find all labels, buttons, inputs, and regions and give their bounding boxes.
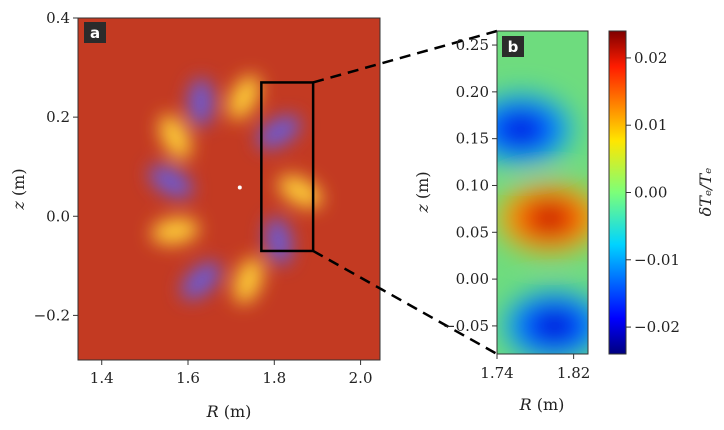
- panel-b-y-tick-label: 0.00: [456, 270, 489, 288]
- panel-b-y-axis-label: z (m): [413, 171, 432, 213]
- panel-b-temperature-field: [497, 95, 588, 354]
- panel-a-y-ticks: −0.2 0.0 0.2 0.4: [34, 9, 78, 324]
- panel-a-plot-area: [78, 18, 380, 360]
- panel-a-y-tick-label: 0.4: [46, 9, 70, 27]
- colorbar-gradient: [608, 30, 627, 355]
- panel-a-y-tick-label: 0.2: [46, 108, 70, 126]
- panel-b-blob-core: [540, 315, 569, 336]
- colorbar-tick-label: 0.01: [634, 116, 667, 134]
- panel-a-x-tick-label: 1.8: [262, 369, 286, 387]
- panel-b-x-ticks: 1.74 1.82: [480, 354, 590, 382]
- panel-b-y-tick-label: 0.10: [456, 176, 489, 194]
- panel-b: 1.74 1.82 −0.05 0.00 0.05 0.10 0.15 0.20 0.25 R…: [413, 30, 590, 414]
- colorbar-tick-label: −0.02: [634, 318, 680, 336]
- panel-a-x-tick-label: 2.0: [349, 369, 373, 387]
- panel-a: 1.4 1.6 1.8 2.0 −0.2 0.0 0.2 0.4 R (m) z (m) a: [9, 9, 381, 421]
- panel-a-x-axis-label: R (m): [206, 402, 252, 421]
- panel-a-y-tick-label: 0.0: [46, 207, 70, 225]
- magnetic-axis-marker: [237, 185, 242, 190]
- colorbar-tick-label: −0.01: [634, 251, 680, 269]
- panel-a-temperature-field: [148, 75, 323, 304]
- colorbar-tick-label: 0.02: [634, 49, 667, 67]
- panel-a-blob: [265, 217, 293, 265]
- panel-a-x-ticks: 1.4 1.6 1.8 2.0: [90, 360, 373, 387]
- panel-a-blob: [256, 115, 301, 149]
- panel-b-y-ticks: −0.05 0.00 0.05 0.10 0.15 0.20 0.25: [443, 36, 497, 335]
- colorbar-ticks: −0.02 −0.01 0.00 0.01 0.02: [626, 49, 680, 336]
- panel-b-x-tick-label: 1.82: [557, 364, 590, 382]
- panel-a-blob: [151, 217, 199, 245]
- colorbar-tick-label: 0.00: [634, 184, 667, 202]
- panel-b-label: b: [508, 38, 519, 56]
- panel-b-badge: [502, 36, 524, 57]
- panel-a-background: [78, 18, 380, 360]
- panel-a-badge: [84, 22, 106, 43]
- panel-b-y-tick-label: 0.05: [456, 223, 489, 241]
- panel-b-y-tick-label: 0.15: [456, 130, 489, 148]
- panel-b-y-tick-label: 0.20: [456, 83, 489, 101]
- panel-a-label: a: [90, 24, 100, 42]
- panel-b-blob-core: [506, 119, 535, 140]
- panel-b-x-axis-label: R (m): [519, 395, 565, 414]
- zoom-box: [260, 81, 315, 253]
- colorbar-label: δTₑ/Tₑ: [696, 168, 715, 217]
- panel-a-blob: [233, 257, 264, 304]
- zoom-connector-top: [312, 29, 498, 84]
- panel-b-plot-area: [497, 31, 588, 354]
- panel-a-blob: [159, 114, 191, 160]
- panel-b-blob-core: [535, 208, 564, 229]
- panel-b-x-tick-label: 1.74: [480, 364, 513, 382]
- panel-b-y-tick-label: −0.05: [443, 317, 489, 335]
- panel-b-y-tick-label: 0.25: [456, 36, 489, 54]
- panel-a-blob: [148, 165, 193, 199]
- panel-a-blob: [228, 75, 261, 120]
- panel-a-blob: [187, 78, 214, 127]
- panel-a-x-tick-label: 1.6: [176, 369, 200, 387]
- panel-a-y-tick-label: −0.2: [34, 306, 70, 324]
- panel-a-blob: [181, 261, 221, 300]
- panel-a-y-axis-label: z (m): [9, 168, 28, 210]
- panel-a-blob: [278, 175, 323, 208]
- panel-a-frame: [77, 17, 381, 361]
- panel-a-x-tick-label: 1.4: [90, 369, 114, 387]
- panel-b-frame: [496, 30, 589, 355]
- colorbar: −0.02 −0.01 0.00 0.01 0.02 δTₑ/Tₑ: [608, 30, 715, 355]
